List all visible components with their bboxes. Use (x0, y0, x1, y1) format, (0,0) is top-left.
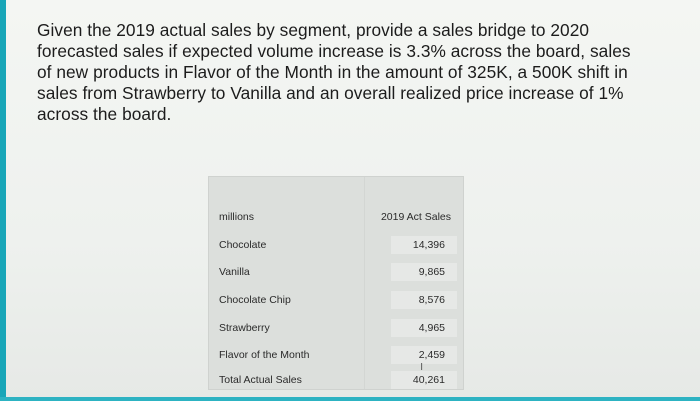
value-cell (391, 291, 457, 309)
row-value: 8,576 (418, 294, 445, 306)
row-label: Flavor of the Month (219, 349, 310, 361)
question-line: across the board. (37, 104, 172, 124)
left-accent-bar (0, 0, 6, 401)
row-value: 9,865 (418, 266, 445, 278)
value-cell (391, 371, 457, 389)
bottom-accent-bar (0, 397, 700, 401)
table-header-row: millions 2019 Act Sales (209, 211, 465, 231)
row-label: Vanilla (219, 266, 250, 278)
row-label: Strawberry (219, 322, 270, 334)
row-value: 14,396 (412, 239, 445, 251)
column-divider (364, 177, 365, 389)
table-row: Chocolate Chip 8,576 (209, 291, 465, 314)
question-line: of new products in Flavor of the Month i… (37, 62, 628, 82)
row-label: Chocolate (219, 239, 267, 251)
value-cell (391, 319, 457, 337)
question-text: Given the 2019 actual sales by segment, … (37, 20, 677, 125)
row-value: 40,261 (412, 374, 445, 386)
question-line: Given the 2019 actual sales by segment, … (37, 20, 590, 40)
value-cell (391, 346, 457, 364)
question-line: forecasted sales if expected volume incr… (37, 41, 631, 61)
sales-table: millions 2019 Act Sales Chocolate 14,396… (208, 176, 464, 390)
header-value: 2019 Act Sales (380, 211, 451, 223)
row-label: Total Actual Sales (219, 374, 302, 386)
value-cell (391, 236, 457, 254)
table-row: Vanilla 9,865 (209, 263, 465, 286)
question-line: sales from Strawberry to Vanilla and an … (37, 83, 624, 103)
table-row: Strawberry 4,965 (209, 319, 465, 342)
text-cursor-icon: I (420, 362, 423, 373)
header-label: millions (219, 211, 255, 223)
table-row: Flavor of the Month 2,459 (209, 346, 465, 369)
table-row: Total Actual Sales I 40,261 (209, 362, 465, 394)
row-value: 4,965 (418, 322, 445, 334)
row-value: 2,459 (418, 349, 445, 361)
value-cell (391, 263, 457, 281)
row-label: Chocolate Chip (219, 294, 291, 306)
table-row: Chocolate 14,396 (209, 236, 465, 259)
